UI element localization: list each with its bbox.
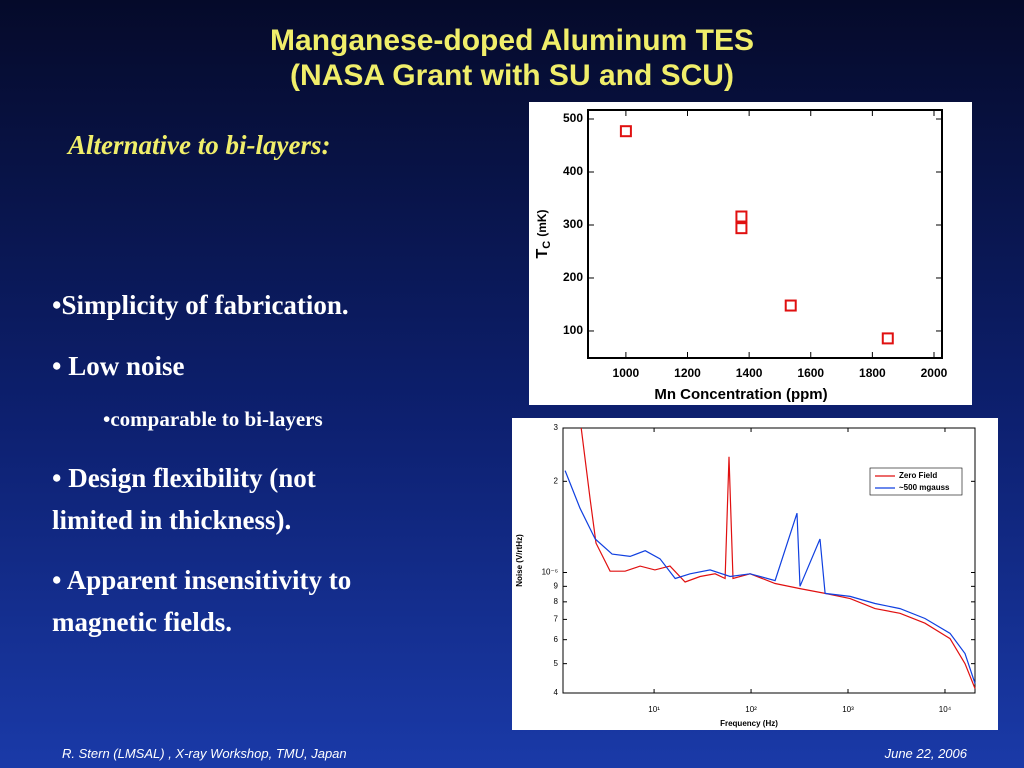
y-tick-label: 2 xyxy=(554,476,559,485)
y-label-subscript: C xyxy=(541,241,553,249)
y-tick-label: 9 xyxy=(554,581,559,590)
chart-panel xyxy=(529,102,972,405)
series-line xyxy=(580,427,976,689)
y-tick-label: 200 xyxy=(563,270,583,284)
y-tick-label: 8 xyxy=(554,597,559,606)
x-tick-label: 10² xyxy=(745,705,757,714)
subtitle: Alternative to bi-layers: xyxy=(68,130,331,160)
title-line: Manganese-doped Aluminum TES xyxy=(270,24,754,57)
marker xyxy=(784,299,797,312)
marker xyxy=(735,210,748,223)
x-tick-label: 10³ xyxy=(842,705,854,714)
x-tick-label: 10⁴ xyxy=(939,705,952,714)
y-tick-label: 3 xyxy=(554,423,559,432)
y-tick-label: 6 xyxy=(554,635,559,644)
marker xyxy=(619,125,632,138)
x-tick-label: 1200 xyxy=(674,366,701,380)
x-tick-label: 2000 xyxy=(921,366,948,380)
y-tick-label: 7 xyxy=(554,615,559,624)
bullet: • Low noise xyxy=(52,351,185,381)
y-tick-label: 10⁻⁶ xyxy=(542,568,558,577)
x-axis-label: Frequency (Hz) xyxy=(720,719,778,728)
bullet: •Simplicity of fabrication. xyxy=(52,290,349,320)
x-tick-label: 10¹ xyxy=(648,705,660,714)
y-axis-label: TC (mK) xyxy=(534,209,553,258)
marker xyxy=(881,332,894,345)
y-tick-label: 4 xyxy=(554,688,559,697)
footer-left: R. Stern (LMSAL) , X-ray Workshop, TMU, … xyxy=(62,746,347,761)
bullet: • Design flexibility (not limited in thi… xyxy=(52,463,316,535)
x-tick-label: 1000 xyxy=(613,366,640,380)
legend-label: ~500 mgauss xyxy=(899,483,950,492)
bullet: • Apparent insensitivity to magnetic fie… xyxy=(52,565,352,637)
title-line: (NASA Grant with SU and SCU) xyxy=(290,59,734,92)
y-axis-label: Noise (V/rtHz) xyxy=(515,534,524,587)
legend-box xyxy=(869,467,963,496)
x-tick-label: 1800 xyxy=(859,366,886,380)
y-tick-label: 100 xyxy=(563,323,583,337)
plot-frame xyxy=(587,109,943,359)
y-label-symbol: T xyxy=(534,249,551,259)
sub-bullet: •comparable to bi-layers xyxy=(103,407,323,431)
x-axis-label: Mn Concentration (ppm) xyxy=(654,386,827,403)
y-tick-label: 400 xyxy=(563,164,583,178)
footer-right: June 22, 2006 xyxy=(884,746,967,761)
y-tick-label: 5 xyxy=(554,659,559,668)
series-line xyxy=(564,470,976,684)
chart-panel xyxy=(512,418,998,730)
legend-label: Zero Field xyxy=(899,471,937,480)
y-tick-label: 500 xyxy=(563,111,583,125)
x-tick-label: 1400 xyxy=(736,366,763,380)
y-tick-label: 300 xyxy=(563,217,583,231)
x-tick-label: 1600 xyxy=(797,366,824,380)
plot-frame xyxy=(562,427,976,694)
marker xyxy=(735,222,748,235)
y-label-unit: (mK) xyxy=(535,209,549,236)
